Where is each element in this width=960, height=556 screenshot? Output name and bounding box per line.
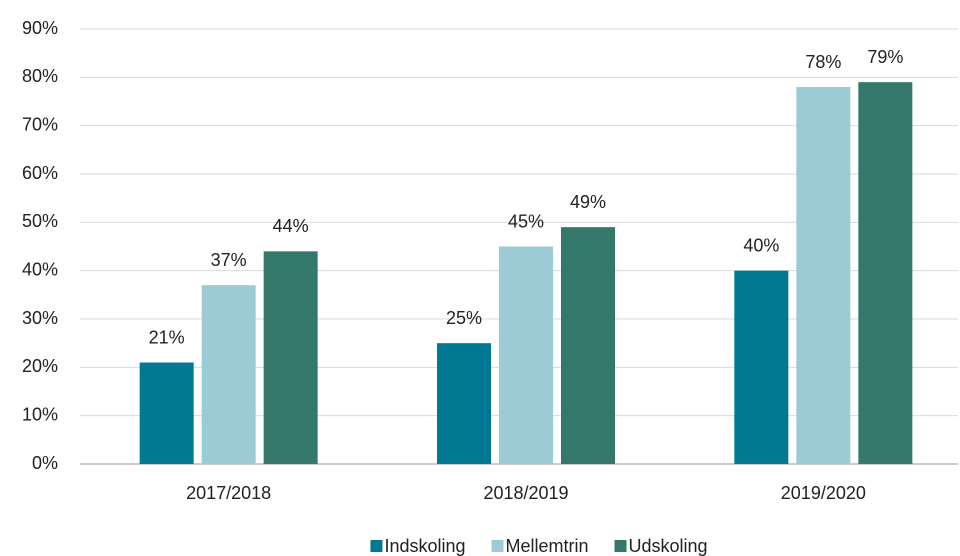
bar: [796, 87, 851, 464]
value-label: 79%: [867, 47, 903, 67]
legend-item: Mellemtrin: [491, 536, 589, 556]
legend-label: Mellemtrin: [506, 536, 589, 556]
value-label: 37%: [211, 250, 247, 270]
bar: [437, 343, 491, 464]
bar: [499, 246, 553, 464]
y-tick-label: 60%: [22, 163, 58, 183]
bar: [561, 227, 615, 464]
x-tick-label: 2017/2018: [186, 483, 271, 503]
x-tick-label: 2018/2019: [483, 483, 568, 503]
y-tick-label: 10%: [22, 404, 58, 424]
legend-label: Indskoling: [384, 536, 465, 556]
value-label: 21%: [149, 327, 185, 347]
value-label: 49%: [570, 192, 606, 212]
y-tick-label: 50%: [22, 211, 58, 231]
value-label: 78%: [805, 52, 841, 72]
value-label: 45%: [508, 211, 544, 231]
bar: [734, 270, 789, 464]
y-tick-label: 20%: [22, 356, 58, 376]
legend-item: Udskoling: [614, 536, 708, 556]
y-tick-label: 90%: [22, 18, 58, 38]
value-label: 44%: [273, 216, 309, 236]
value-label: 25%: [446, 308, 482, 328]
legend-swatch: [370, 540, 383, 552]
bar: [858, 82, 913, 465]
bar: [201, 285, 256, 464]
legend-item: Indskoling: [370, 536, 466, 556]
bar: [263, 251, 318, 464]
y-tick-label: 70%: [22, 114, 58, 134]
legend-swatch: [614, 540, 627, 552]
value-label: 40%: [743, 235, 779, 255]
x-tick-label: 2019/2020: [781, 483, 866, 503]
y-tick-label: 30%: [22, 308, 58, 328]
bar: [139, 362, 194, 464]
y-tick-label: 80%: [22, 66, 58, 86]
y-tick-label: 0%: [32, 453, 58, 473]
legend-label: Udskoling: [629, 536, 708, 556]
y-tick-label: 40%: [22, 259, 58, 279]
legend-swatch: [491, 540, 504, 552]
